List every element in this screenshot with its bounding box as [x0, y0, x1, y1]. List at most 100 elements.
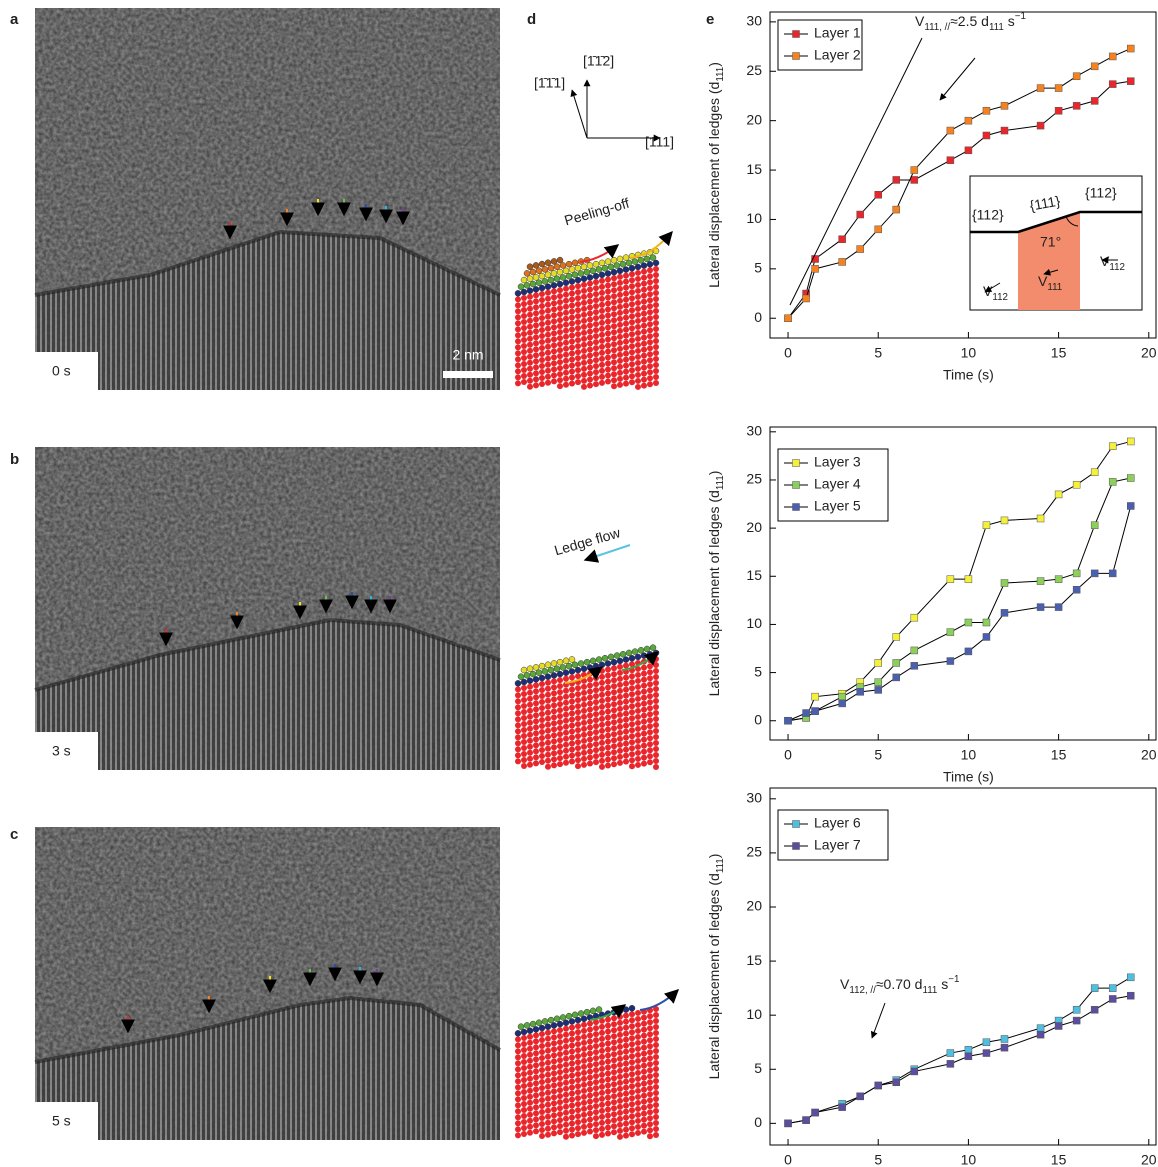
atom [617, 1079, 623, 1086]
atom [551, 312, 557, 319]
atom [539, 381, 545, 388]
atom [599, 337, 605, 344]
atom [580, 275, 588, 283]
atom [527, 707, 533, 714]
crystal-edge [34, 995, 501, 1064]
atom [647, 345, 653, 352]
atom [563, 1121, 569, 1128]
direction-axis [570, 89, 588, 139]
atom [569, 704, 575, 711]
atom [581, 713, 587, 720]
atom [539, 699, 545, 706]
atom [532, 664, 540, 671]
atom [623, 752, 629, 759]
atom [631, 648, 639, 655]
atom [533, 358, 539, 365]
atom [575, 1071, 581, 1078]
atom [521, 1113, 527, 1120]
atom [605, 336, 611, 343]
atom [557, 1063, 563, 1070]
atom [515, 734, 521, 741]
atom [647, 285, 653, 292]
data-point [982, 618, 991, 627]
atom [587, 334, 593, 341]
atom [587, 676, 593, 683]
series-line [787, 505, 1132, 722]
time-box [35, 1102, 98, 1140]
atom [593, 1085, 599, 1092]
atom [533, 688, 539, 695]
atom [635, 1039, 641, 1046]
atom [557, 317, 563, 324]
atom [623, 716, 629, 723]
atom [575, 289, 581, 296]
atom [545, 1035, 551, 1042]
atom [623, 320, 629, 327]
atom [515, 356, 521, 363]
atom [623, 344, 629, 351]
data-point [811, 265, 819, 273]
atom [533, 364, 539, 371]
atom [617, 303, 623, 310]
data-point [1072, 102, 1081, 110]
atom [569, 1114, 575, 1121]
atom [629, 751, 635, 758]
atom [635, 1033, 641, 1040]
atom [569, 362, 575, 369]
atom [653, 1119, 659, 1126]
atom [623, 374, 629, 381]
atom [527, 683, 533, 690]
atom [545, 757, 551, 764]
atom [539, 315, 545, 322]
data-point [982, 1038, 991, 1046]
atom [617, 345, 623, 352]
atom [553, 263, 561, 271]
atom [539, 1073, 545, 1080]
atom [569, 350, 575, 357]
data-point [856, 1092, 864, 1101]
atom [551, 324, 557, 331]
atom [593, 729, 599, 736]
atom [617, 1049, 623, 1056]
atom [529, 670, 537, 678]
atom [629, 295, 635, 302]
atom [581, 1081, 587, 1088]
inset-velocity-part: 112 [992, 292, 1008, 303]
atom [635, 365, 641, 372]
panel-label: c [10, 826, 18, 843]
atom [635, 305, 641, 312]
atom [599, 289, 605, 296]
atom [515, 308, 521, 315]
atom [539, 1037, 545, 1044]
data-point [1000, 579, 1009, 587]
atom [581, 317, 587, 324]
data-point [1090, 1006, 1099, 1014]
atom [550, 672, 558, 679]
atom [611, 1117, 617, 1124]
atom [545, 1113, 551, 1120]
atom [653, 1083, 659, 1090]
data-point [1036, 1030, 1045, 1039]
atom [539, 753, 545, 760]
time-label: 3 s [52, 743, 71, 759]
atom [575, 331, 581, 338]
atom [647, 1049, 653, 1056]
atom [551, 1100, 557, 1107]
atom [575, 307, 581, 314]
atom [635, 1069, 641, 1076]
atom [641, 1116, 647, 1123]
atom [617, 285, 623, 292]
atom [593, 711, 599, 718]
atom [521, 709, 527, 716]
atom [545, 709, 551, 716]
atom [635, 341, 641, 348]
atom [575, 373, 581, 380]
atom [545, 1059, 551, 1066]
curved-arrow [589, 1004, 627, 1021]
atom [575, 1053, 581, 1060]
atom [641, 1098, 647, 1105]
atom [569, 314, 575, 321]
atom [635, 1021, 641, 1028]
atom [599, 1029, 605, 1036]
atom [610, 256, 618, 264]
